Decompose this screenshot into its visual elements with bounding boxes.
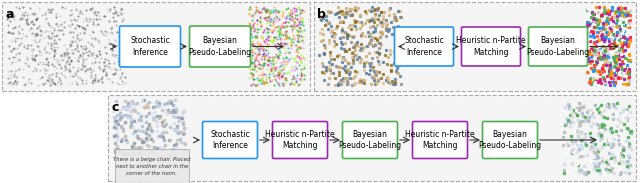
FancyBboxPatch shape bbox=[108, 95, 636, 181]
Text: Stochastic
Inference: Stochastic Inference bbox=[404, 36, 444, 57]
Text: a: a bbox=[5, 8, 13, 21]
Text: Stochastic
Inference: Stochastic Inference bbox=[130, 36, 170, 57]
FancyBboxPatch shape bbox=[189, 26, 250, 67]
FancyBboxPatch shape bbox=[413, 122, 467, 158]
FancyBboxPatch shape bbox=[120, 26, 180, 67]
FancyBboxPatch shape bbox=[394, 27, 454, 66]
FancyBboxPatch shape bbox=[314, 2, 636, 91]
FancyBboxPatch shape bbox=[202, 122, 257, 158]
FancyBboxPatch shape bbox=[115, 149, 189, 183]
Text: b: b bbox=[317, 8, 326, 21]
Text: There is a beige chair. Placed
next to another chair in the
corner of the room.: There is a beige chair. Placed next to a… bbox=[113, 157, 191, 176]
FancyBboxPatch shape bbox=[2, 2, 310, 91]
Text: Bayesian
Pseudo-Labeling: Bayesian Pseudo-Labeling bbox=[479, 130, 541, 150]
Text: c: c bbox=[111, 101, 118, 114]
FancyBboxPatch shape bbox=[342, 122, 397, 158]
FancyBboxPatch shape bbox=[483, 122, 538, 158]
Text: Bayesian
Pseudo-Labeling: Bayesian Pseudo-Labeling bbox=[188, 36, 252, 57]
FancyBboxPatch shape bbox=[529, 27, 588, 66]
Text: Heuristic n-Partite
Matching: Heuristic n-Partite Matching bbox=[405, 130, 475, 150]
Text: Heuristic n-Partite
Matching: Heuristic n-Partite Matching bbox=[456, 36, 526, 57]
FancyBboxPatch shape bbox=[273, 122, 328, 158]
Text: Bayesian
Pseudo-Labeling: Bayesian Pseudo-Labeling bbox=[339, 130, 401, 150]
Text: Heuristic n-Partite
Matching: Heuristic n-Partite Matching bbox=[265, 130, 335, 150]
FancyBboxPatch shape bbox=[461, 27, 520, 66]
Text: Stochastic
Inference: Stochastic Inference bbox=[210, 130, 250, 150]
Text: Bayesian
Pseudo-Labeling: Bayesian Pseudo-Labeling bbox=[527, 36, 589, 57]
